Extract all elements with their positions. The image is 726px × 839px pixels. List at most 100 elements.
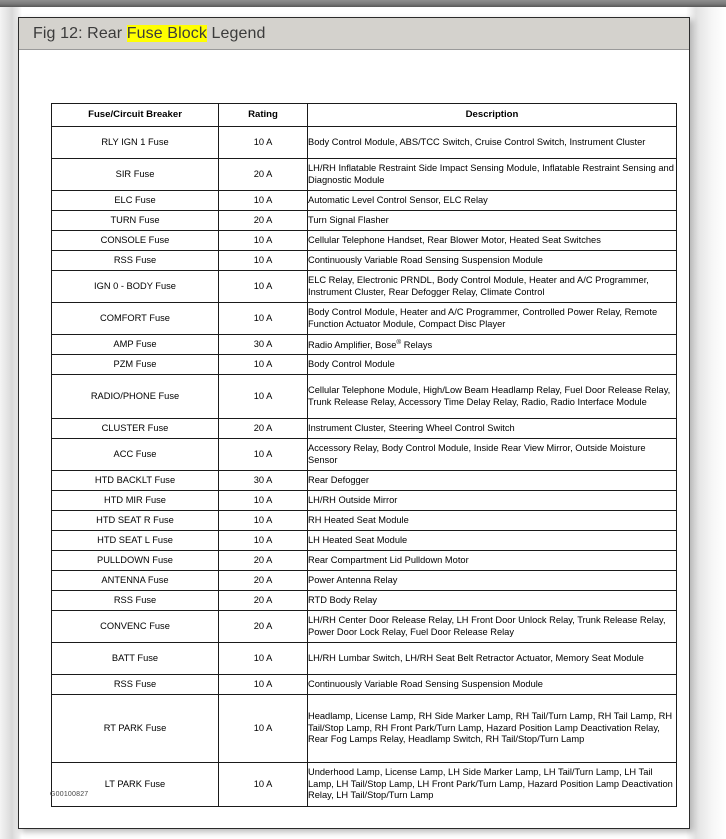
fuse-legend-table: Fuse/Circuit Breaker Rating Description … (51, 103, 677, 807)
table-row: CONVENC Fuse 20 A LH/RH Center Door Releas… (51, 610, 677, 643)
table-row: TURN Fuse 20 A Turn Signal Flasher (51, 210, 677, 231)
cell-fuse-name: HTD BACKLT Fuse (51, 470, 219, 491)
table-row: ELC Fuse 10 A Automatic Level Control Sens… (51, 190, 677, 211)
cell-description: Body Control Module (307, 354, 677, 375)
cell-fuse-name: IGN 0 - BODY Fuse (51, 270, 219, 303)
page-shell: Fig 12: Rear Fuse Block Legend Fuse/Circ… (0, 7, 726, 839)
cell-fuse-name: ANTENNA Fuse (51, 570, 219, 591)
cell-description: Cellular Telephone Handset, Rear Blower … (307, 230, 677, 251)
cell-rating: 10 A (218, 438, 308, 471)
cell-description: LH Heated Seat Module (307, 530, 677, 551)
cell-fuse-name: RSS Fuse (51, 590, 219, 611)
cell-rating: 10 A (218, 230, 308, 251)
cell-rating: 10 A (218, 354, 308, 375)
table-row: RADIO/PHONE Fuse 10 A Cellular Telephone M… (51, 374, 677, 419)
cell-fuse-name: PZM Fuse (51, 354, 219, 375)
cell-rating: 10 A (218, 250, 308, 271)
cell-rating: 20 A (218, 610, 308, 643)
table-row: RLY IGN 1 Fuse 10 A Body Control Module, A… (51, 126, 677, 159)
cell-fuse-name: CLUSTER Fuse (51, 418, 219, 439)
cell-rating: 10 A (218, 126, 308, 159)
cell-description: Turn Signal Flasher (307, 210, 677, 231)
column-header-description: Description (307, 103, 677, 127)
table-row: CONSOLE Fuse 10 A Cellular Telephone Hands… (51, 230, 677, 251)
table-row: RSS Fuse 20 A RTD Body Relay (51, 590, 677, 611)
table-row: PULLDOWN Fuse 20 A Rear Compartment Lid Pu… (51, 550, 677, 571)
cell-description: Continuously Variable Road Sensing Suspe… (307, 674, 677, 695)
table-row: IGN 0 - BODY Fuse 10 A ELC Relay, Electron… (51, 270, 677, 303)
table-row: SIR Fuse 20 A LH/RH Inflatable Restraint S… (51, 158, 677, 191)
table-row: HTD MIR Fuse 10 A LH/RH Outside Mirror (51, 490, 677, 511)
cell-description: Automatic Level Control Sensor, ELC Rela… (307, 190, 677, 211)
cell-rating: 10 A (218, 642, 308, 675)
table-row: RSS Fuse 10 A Continuously Variable Road S… (51, 250, 677, 271)
column-header-fuse: Fuse/Circuit Breaker (51, 103, 219, 127)
cell-rating: 30 A (218, 470, 308, 491)
cell-fuse-name: TURN Fuse (51, 210, 219, 231)
column-header-rating: Rating (218, 103, 308, 127)
cell-description: Body Control Module, Heater and A/C Prog… (307, 302, 677, 335)
window-top-strip (0, 0, 726, 7)
cell-description: Rear Defogger (307, 470, 677, 491)
cell-rating: 30 A (218, 334, 308, 355)
figure-id-label: G00100827 (50, 791, 89, 798)
cell-description: Cellular Telephone Module, High/Low Beam… (307, 374, 677, 419)
cell-rating: 10 A (218, 530, 308, 551)
cell-fuse-name: PULLDOWN Fuse (51, 550, 219, 571)
title-prefix: Fig 12: Rear (33, 24, 127, 42)
cell-fuse-name: RSS Fuse (51, 250, 219, 271)
cell-rating: 10 A (218, 490, 308, 511)
cell-fuse-name: CONVENC Fuse (51, 610, 219, 643)
cell-description: Underhood Lamp, License Lamp, LH Side Ma… (307, 762, 677, 807)
table-row: HTD BACKLT Fuse 30 A Rear Defogger (51, 470, 677, 491)
cell-fuse-name: RADIO/PHONE Fuse (51, 374, 219, 419)
cell-fuse-name: HTD SEAT L Fuse (51, 530, 219, 551)
cell-rating: 10 A (218, 190, 308, 211)
cell-fuse-name: RLY IGN 1 Fuse (51, 126, 219, 159)
cell-fuse-name: RT PARK Fuse (51, 694, 219, 763)
table-header-row: Fuse/Circuit Breaker Rating Description (51, 103, 677, 127)
cell-rating: 20 A (218, 550, 308, 571)
table-row: PZM Fuse 10 A Body Control Module (51, 354, 677, 375)
cell-description: RTD Body Relay (307, 590, 677, 611)
cell-description: RH Heated Seat Module (307, 510, 677, 531)
table-row: COMFORT Fuse 10 A Body Control Module, Hea… (51, 302, 677, 335)
table-row: HTD SEAT R Fuse 10 A RH Heated Seat Module (51, 510, 677, 531)
cell-fuse-name: COMFORT Fuse (51, 302, 219, 335)
table-row: RSS Fuse 10 A Continuously Variable Road S… (51, 674, 677, 695)
document-page: Fig 12: Rear Fuse Block Legend Fuse/Circ… (18, 17, 690, 829)
table-row: LT PARK Fuse 10 A Underhood Lamp, License … (51, 762, 677, 807)
table-body: RLY IGN 1 Fuse 10 A Body Control Module, A… (51, 126, 677, 807)
cell-description: Rear Compartment Lid Pulldown Motor (307, 550, 677, 571)
cell-fuse-name: SIR Fuse (51, 158, 219, 191)
cell-rating: 10 A (218, 302, 308, 335)
cell-rating: 10 A (218, 270, 308, 303)
cell-fuse-name: HTD SEAT R Fuse (51, 510, 219, 531)
cell-description: LH/RH Center Door Release Relay, LH Fron… (307, 610, 677, 643)
table-row: AMP Fuse 30 A Radio Amplifier, Bose® Relay… (51, 334, 677, 355)
cell-description: Instrument Cluster, Steering Wheel Contr… (307, 418, 677, 439)
table-row: ANTENNA Fuse 20 A Power Antenna Relay (51, 570, 677, 591)
cell-rating: 10 A (218, 674, 308, 695)
cell-rating: 20 A (218, 570, 308, 591)
cell-fuse-name: HTD MIR Fuse (51, 490, 219, 511)
cell-fuse-name: BATT Fuse (51, 642, 219, 675)
cell-description: ELC Relay, Electronic PRNDL, Body Contro… (307, 270, 677, 303)
cell-rating: 20 A (218, 418, 308, 439)
table-row: BATT Fuse 10 A LH/RH Lumbar Switch, LH/RH … (51, 642, 677, 675)
table-row: ACC Fuse 10 A Accessory Relay, Body Contro… (51, 438, 677, 471)
cell-description: LH/RH Inflatable Restraint Side Impact S… (307, 158, 677, 191)
cell-description: Continuously Variable Road Sensing Suspe… (307, 250, 677, 271)
cell-rating: 20 A (218, 590, 308, 611)
cell-description: Body Control Module, ABS/TCC Switch, Cru… (307, 126, 677, 159)
cell-description: LH/RH Lumbar Switch, LH/RH Seat Belt Ret… (307, 642, 677, 675)
table-row: RT PARK Fuse 10 A Headlamp, License Lamp, … (51, 694, 677, 763)
cell-rating: 20 A (218, 158, 308, 191)
cell-fuse-name: ACC Fuse (51, 438, 219, 471)
cell-rating: 10 A (218, 510, 308, 531)
cell-fuse-name: ELC Fuse (51, 190, 219, 211)
cell-fuse-name: CONSOLE Fuse (51, 230, 219, 251)
table-row: HTD SEAT L Fuse 10 A LH Heated Seat Module (51, 530, 677, 551)
cell-rating: 10 A (218, 374, 308, 419)
cell-fuse-name: LT PARK Fuse (51, 762, 219, 807)
